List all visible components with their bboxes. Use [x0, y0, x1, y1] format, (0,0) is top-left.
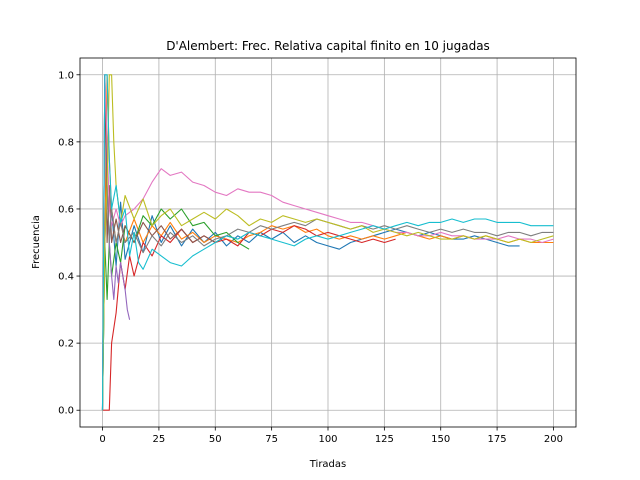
series-line-9 — [101, 74, 554, 411]
y-tick-label: 0.4 — [58, 272, 74, 283]
y-tick-label: 0.8 — [58, 137, 74, 148]
x-tick-label: 125 — [375, 434, 394, 445]
x-tick-label: 200 — [544, 434, 563, 445]
series-line-6 — [101, 74, 238, 411]
axis-ticks: 0 25 50 75 100 125 150 175 200 0.0 0.2 0.4 0.6 0.8 1.0 — [58, 70, 563, 445]
x-tick-label: 25 — [153, 434, 166, 445]
y-axis-label: Frecuencia — [31, 215, 42, 269]
x-tick-label: 150 — [431, 434, 450, 445]
x-tick-label: 0 — [99, 434, 105, 445]
x-axis-label: Tiradas — [309, 459, 347, 470]
y-tick-label: 0.0 — [58, 406, 74, 417]
x-tick-label: 175 — [488, 434, 507, 445]
x-tick-label: 75 — [265, 434, 278, 445]
chart-title: D'Alembert: Frec. Relativa capital finit… — [166, 39, 490, 53]
series-line-10 — [101, 74, 554, 411]
series-lines — [101, 74, 554, 411]
y-tick-label: 0.2 — [58, 339, 74, 350]
series-line-8 — [101, 184, 554, 411]
y-tick-label: 1.0 — [58, 70, 74, 81]
x-tick-label: 100 — [318, 434, 337, 445]
series-line-1 — [101, 74, 520, 411]
x-tick-label: 50 — [209, 434, 222, 445]
y-tick-label: 0.6 — [58, 204, 74, 215]
